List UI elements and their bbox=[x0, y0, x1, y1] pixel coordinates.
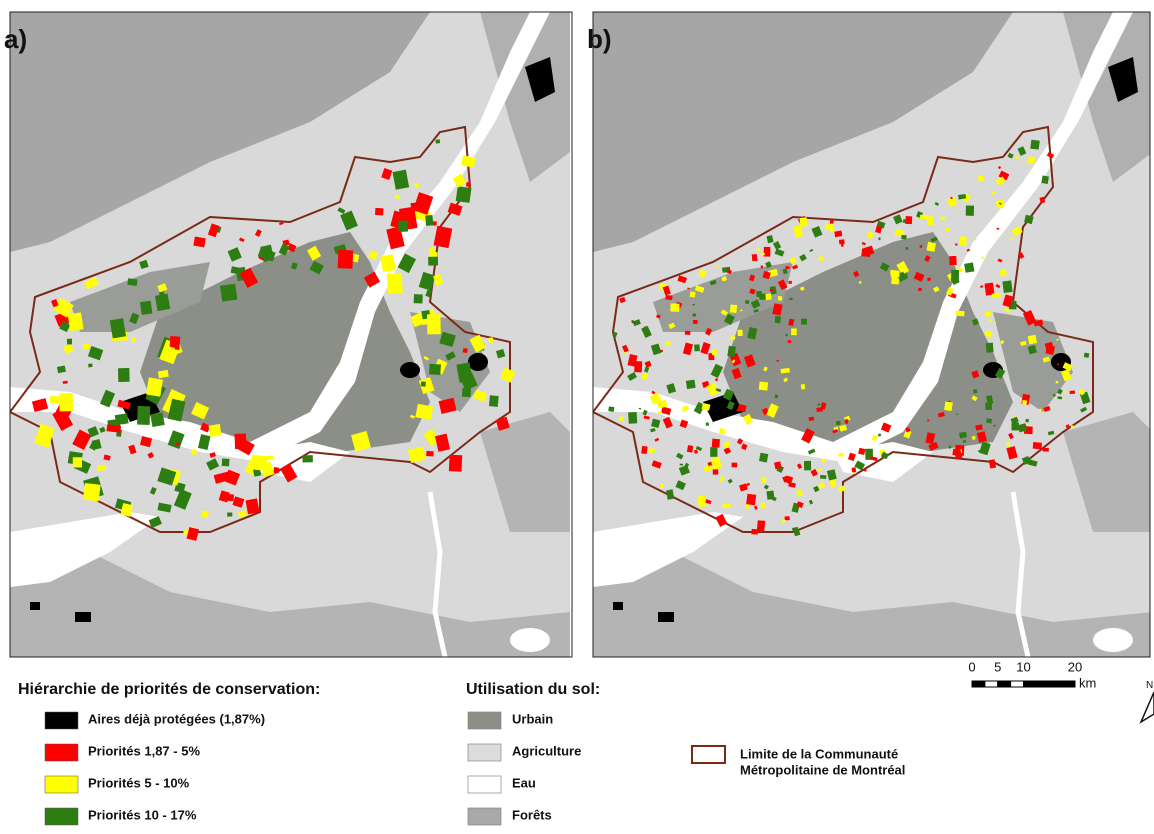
legend-label: Forêts bbox=[512, 807, 552, 822]
panel-label: a) bbox=[4, 24, 27, 54]
legend-label: Aires déjà protégées (1,87%) bbox=[88, 711, 265, 726]
map-content bbox=[10, 12, 570, 657]
legend-label: Agriculture bbox=[512, 743, 581, 758]
scale-segment bbox=[998, 681, 1011, 687]
legend-label: Priorités 5 - 10% bbox=[88, 775, 190, 790]
figure: a) b) Hiérarchie de priorités de conservat… bbox=[0, 0, 1154, 834]
map-figure: a) b) Hiérarchie de priorités de conservat… bbox=[0, 0, 1154, 834]
boundary-swatch bbox=[692, 746, 725, 763]
legend-swatch bbox=[468, 776, 501, 793]
map-content bbox=[593, 12, 1153, 657]
scale-label: 10 bbox=[1016, 659, 1030, 674]
legend-swatch bbox=[45, 712, 78, 729]
legend-label: Priorités 1,87 - 5% bbox=[88, 743, 200, 758]
scale-label: 0 bbox=[968, 659, 975, 674]
north-label: N bbox=[1146, 680, 1153, 691]
map-panel: b) bbox=[587, 12, 1153, 657]
scale-segment bbox=[972, 681, 985, 687]
scale-segment bbox=[985, 681, 998, 687]
north-arrow bbox=[1141, 692, 1154, 722]
legend-title: Utilisation du sol: bbox=[466, 681, 600, 698]
legend-title: Hiérarchie de priorités de conservation: bbox=[18, 681, 320, 698]
legend-swatch bbox=[45, 808, 78, 825]
legend-swatch bbox=[468, 744, 501, 761]
panel-label: b) bbox=[587, 24, 612, 54]
scale-segment bbox=[1011, 681, 1024, 687]
boundary-label: Métropolitaine de Montréal bbox=[740, 762, 905, 777]
map-panel: a) bbox=[4, 12, 572, 657]
scale-label: 5 bbox=[994, 659, 1001, 674]
scale-unit: km bbox=[1079, 675, 1096, 690]
legend-swatch bbox=[468, 712, 501, 729]
legend-swatch bbox=[468, 808, 501, 825]
scale-label: 20 bbox=[1068, 659, 1082, 674]
legend-label: Priorités 10 - 17% bbox=[88, 807, 197, 822]
legend-label: Eau bbox=[512, 775, 536, 790]
legend-label: Urbain bbox=[512, 711, 553, 726]
legend-swatch bbox=[45, 744, 78, 761]
scale-segment bbox=[1024, 681, 1076, 687]
legend-swatch bbox=[45, 776, 78, 793]
boundary-label: Limite de la Communauté bbox=[740, 746, 898, 761]
